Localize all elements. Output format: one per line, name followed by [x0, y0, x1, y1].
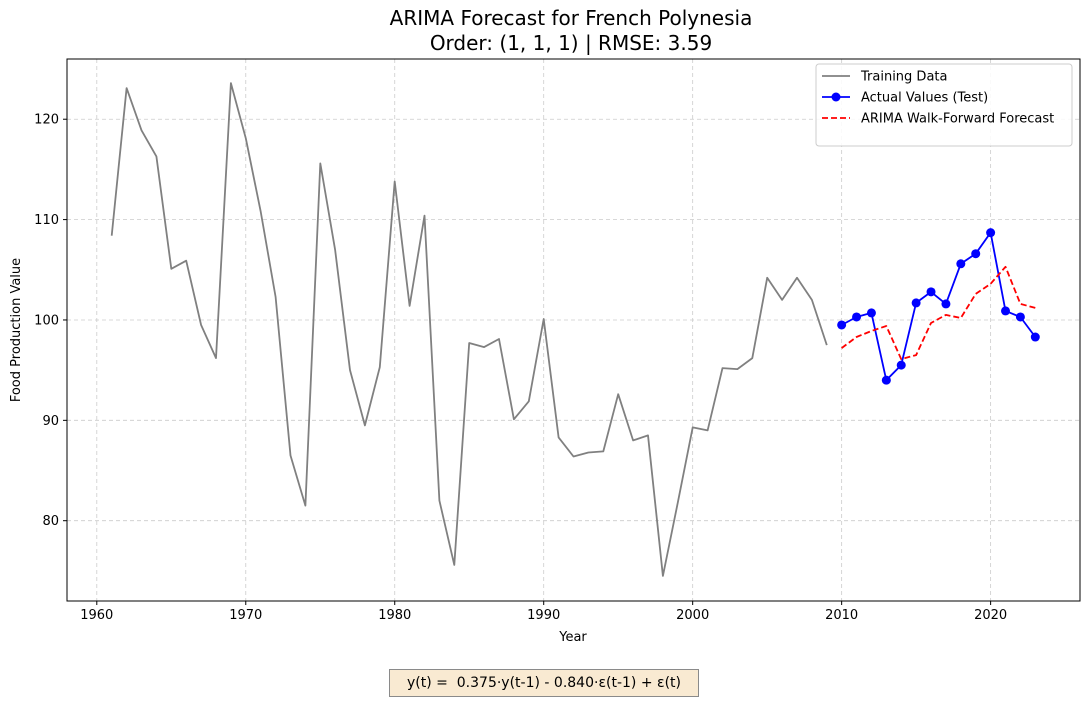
y-tick-label: 90 [42, 414, 59, 429]
data-point [941, 299, 951, 309]
legend-marker-actual [831, 92, 841, 102]
chart-title: ARIMA Forecast for French Polynesia [390, 6, 753, 30]
data-point [837, 320, 847, 330]
series-line-2 [841, 265, 1036, 361]
data-point [1030, 332, 1040, 342]
axis-ticks: 1960 1970 1980 1990 2000 2010 2020 80 90 100 110 12… [34, 113, 1007, 623]
data-point [896, 360, 906, 370]
series-line-1 [841, 231, 1037, 382]
x-tick-label: 1980 [378, 608, 411, 623]
legend-label-training: Training Data [860, 70, 947, 85]
y-tick-label: 120 [34, 113, 59, 128]
y-tick-label: 100 [34, 313, 59, 328]
series-line-0 [110, 82, 828, 577]
data-point [1001, 306, 1011, 316]
data-point [866, 308, 876, 318]
plot-series [110, 82, 1040, 577]
legend-label-actual: Actual Values (Test) [861, 91, 988, 106]
legend-box [815, 63, 1073, 147]
legend: Training Data Actual Values (Test) ARIMA… [815, 63, 1073, 147]
x-tick-label: 1960 [80, 608, 113, 623]
data-point [911, 298, 921, 308]
grid [67, 59, 1080, 601]
y-tick-label: 80 [42, 514, 59, 529]
data-point [926, 287, 936, 297]
x-tick-label: 2020 [974, 608, 1007, 623]
x-tick-label: 2010 [825, 608, 858, 623]
data-point [971, 249, 981, 259]
chart-subtitle: Order: (1, 1, 1) | RMSE: 3.59 [430, 31, 712, 55]
y-tick-label: 110 [34, 213, 59, 228]
x-tick-label: 2000 [676, 608, 709, 623]
legend-label-forecast: ARIMA Walk-Forward Forecast [861, 112, 1054, 127]
formula-text: y(t) = 0.375·y(t-1) - 0.840·ε(t-1) + ε(t… [407, 675, 681, 691]
data-point [956, 259, 966, 269]
data-point [881, 375, 891, 385]
y-axis-label: Food Production Value [9, 258, 24, 402]
x-tick-label: 1990 [527, 608, 560, 623]
x-tick-label: 1970 [229, 608, 262, 623]
data-point [852, 312, 862, 322]
plot-frame [66, 58, 1081, 602]
formula-box: y(t) = 0.375·y(t-1) - 0.840·ε(t-1) + ε(t… [389, 669, 699, 697]
data-point [1015, 312, 1025, 322]
data-point [986, 228, 996, 238]
x-axis-label: Year [558, 630, 587, 645]
